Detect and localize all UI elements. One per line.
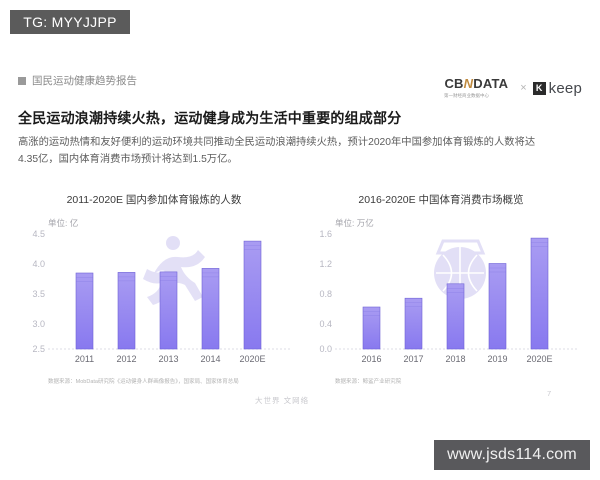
svg-text:2012: 2012 [116, 354, 136, 364]
svg-text:2019: 2019 [487, 354, 507, 364]
svg-text:0.8: 0.8 [319, 289, 332, 299]
svg-text:2016: 2016 [361, 354, 381, 364]
svg-text:1.2: 1.2 [319, 259, 332, 269]
svg-text:2020E: 2020E [239, 354, 265, 364]
svg-text:2018: 2018 [445, 354, 465, 364]
svg-text:4.0: 4.0 [32, 259, 45, 269]
svg-text:1.6: 1.6 [319, 229, 332, 239]
svg-text:4.5: 4.5 [32, 229, 45, 239]
svg-text:3.5: 3.5 [32, 289, 45, 299]
svg-text:2017: 2017 [403, 354, 423, 364]
svg-text:2013: 2013 [158, 354, 178, 364]
svg-text:2014: 2014 [200, 354, 220, 364]
svg-text:0.0: 0.0 [319, 344, 332, 354]
svg-text:0.4: 0.4 [319, 319, 332, 329]
svg-text:2020E: 2020E [526, 354, 552, 364]
svg-text:3.0: 3.0 [32, 319, 45, 329]
svg-text:2.5: 2.5 [32, 344, 45, 354]
svg-text:2011: 2011 [75, 354, 94, 364]
